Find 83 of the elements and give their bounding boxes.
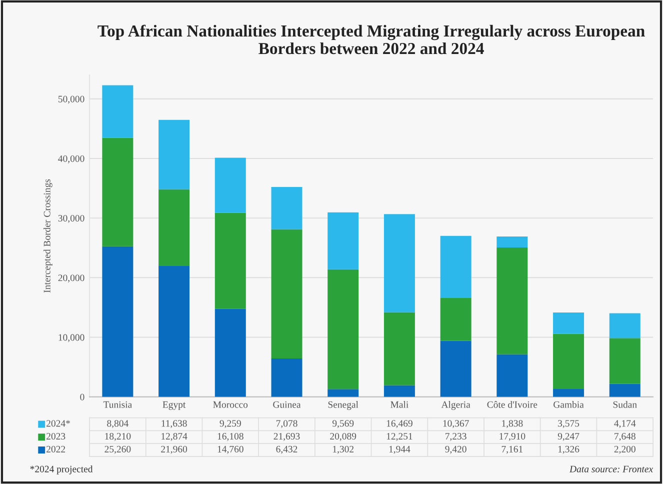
text: *2024 projected xyxy=(30,466,93,474)
bar xyxy=(328,212,359,270)
data-label: 1,326 xyxy=(558,446,580,454)
data-label: 21,693 xyxy=(274,433,300,441)
data-label: 9,569 xyxy=(332,420,354,428)
y-tick-label: 40,000 xyxy=(58,155,84,164)
data-label: 7,078 xyxy=(276,420,298,428)
data-label: 17,910 xyxy=(500,432,526,441)
x-tick-label: Mali xyxy=(390,401,408,408)
x-tick-label: Morocco xyxy=(213,401,248,408)
bar xyxy=(440,298,472,341)
bar xyxy=(496,354,528,397)
bar xyxy=(328,389,359,397)
data-label: 16,469 xyxy=(386,420,412,428)
data-label: 25,260 xyxy=(104,446,131,454)
bar xyxy=(102,138,134,246)
data-label: 1,302 xyxy=(333,446,354,454)
legend-label: 2022 xyxy=(46,446,66,452)
x-tick-label: Côte d'Ivoire xyxy=(487,401,538,408)
bar xyxy=(609,338,640,384)
y-axis-title: Intercepted Border Crossings xyxy=(44,179,52,293)
bar xyxy=(553,312,584,334)
bar xyxy=(102,85,134,138)
bar xyxy=(496,247,528,354)
data-label: 3,575 xyxy=(558,420,580,428)
bar xyxy=(271,187,302,230)
bar xyxy=(214,212,246,309)
y-tick-label: 30,000 xyxy=(58,214,84,223)
data-label: 10,367 xyxy=(443,420,469,428)
data-label: 1,944 xyxy=(389,446,410,454)
x-tick-label: Algeria xyxy=(441,401,470,410)
bar xyxy=(158,266,190,397)
data-label: 9,259 xyxy=(220,420,241,428)
bar xyxy=(271,358,302,397)
source-note: Data source: Frontex xyxy=(569,466,653,472)
bar xyxy=(609,313,640,338)
bar xyxy=(440,236,472,298)
data-label: 12,874 xyxy=(162,432,188,441)
x-tick-label: Guinea xyxy=(273,401,301,408)
x-tick-label: Senegal xyxy=(328,401,358,410)
bar xyxy=(158,120,190,190)
data-label: 1,838 xyxy=(502,420,523,428)
data-label: 14,760 xyxy=(218,446,244,454)
bar xyxy=(384,214,415,312)
x-tick-label: Egypt xyxy=(162,401,186,410)
chart-title: Top African Nationalities Intercepted Migrating Irregularly across European Borders between 2022 and 2024 xyxy=(98,24,645,54)
data-label: 7,233 xyxy=(446,433,466,441)
y-tick-label: 20,000 xyxy=(58,274,84,283)
data-label: 4,174 xyxy=(614,420,636,428)
bar xyxy=(328,269,359,390)
x-tick-label: Sudan xyxy=(613,401,637,408)
data-label: 8,804 xyxy=(107,420,128,428)
x-tick-label: Tunisia xyxy=(103,401,132,408)
data-label: 7,648 xyxy=(614,432,636,441)
y-tick-label: 50,000 xyxy=(58,96,84,104)
bar xyxy=(553,388,584,397)
data-label: 7,161 xyxy=(502,446,523,454)
bar xyxy=(158,189,190,266)
data-label: 9,420 xyxy=(445,446,466,454)
data-label: 2,200 xyxy=(614,446,636,454)
data-label: 12,251 xyxy=(386,433,412,441)
data-label: 18,210 xyxy=(105,432,131,441)
y-tick-label: 10,000 xyxy=(58,334,84,342)
y-tick-label: 0 xyxy=(80,394,84,400)
data-label: 20,089 xyxy=(330,432,356,441)
legend-label: 2024* xyxy=(46,420,70,427)
data-label: 11,638 xyxy=(162,420,187,428)
bar xyxy=(496,236,528,248)
bar xyxy=(609,384,640,397)
bar xyxy=(271,229,302,359)
legend-label: 2023 xyxy=(46,432,66,440)
bar xyxy=(214,308,246,397)
data-label: 16,108 xyxy=(218,432,244,441)
bar xyxy=(214,158,246,213)
data-label: 21,960 xyxy=(161,446,188,454)
bar xyxy=(440,340,472,397)
data-label: 6,432 xyxy=(276,446,298,454)
bar xyxy=(384,385,415,397)
x-tick-label: Gambia xyxy=(554,401,584,408)
bar xyxy=(553,334,584,389)
bar xyxy=(384,312,415,386)
bar xyxy=(102,246,134,397)
data-label: 9,247 xyxy=(558,433,580,441)
